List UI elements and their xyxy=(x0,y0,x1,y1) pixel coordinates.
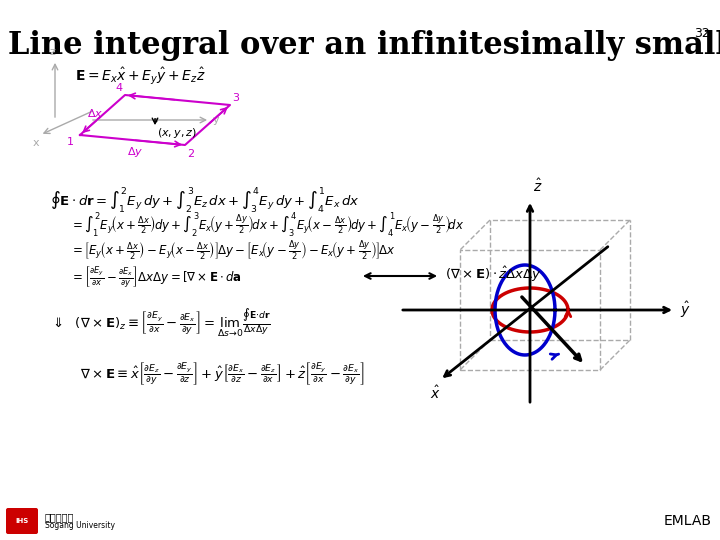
Text: 32: 32 xyxy=(694,27,710,40)
Text: $\hat{y}$: $\hat{y}$ xyxy=(680,300,690,320)
Text: EMLAB: EMLAB xyxy=(664,514,712,528)
Text: IHS: IHS xyxy=(15,518,29,524)
Text: 3: 3 xyxy=(232,93,239,103)
Text: $= \left[E_y\!\left(x+\frac{\Delta x}{2}\right) - E_y\!\left(x-\frac{\Delta x}{2: $= \left[E_y\!\left(x+\frac{\Delta x}{2}… xyxy=(70,238,395,262)
Text: $\nabla \times \mathbf{E} \equiv \hat{x}\left[\frac{\partial E_z}{\partial y} - : $\nabla \times \mathbf{E} \equiv \hat{x}… xyxy=(80,360,364,387)
Text: $= \int_1^2 E_y\!\left(x+\frac{\Delta x}{2}\right)\!dy + \int_2^3 E_x\!\left(y+\: $= \int_1^2 E_y\!\left(x+\frac{\Delta x}… xyxy=(70,210,464,239)
Text: z: z xyxy=(49,47,55,57)
Text: $\mathbf{E} = E_x\hat{x} + E_y\hat{y} + E_z\hat{z}$: $\mathbf{E} = E_x\hat{x} + E_y\hat{y} + … xyxy=(75,65,206,86)
Text: y: y xyxy=(213,115,220,125)
Text: x: x xyxy=(32,138,40,148)
Text: $(\nabla \times \mathbf{E}) \cdot \hat{z}\Delta x\Delta y$: $(\nabla \times \mathbf{E}) \cdot \hat{z… xyxy=(445,265,542,284)
Text: 2: 2 xyxy=(187,149,194,159)
Text: $\Delta x$: $\Delta x$ xyxy=(87,107,103,119)
Text: $\hat{x}$: $\hat{x}$ xyxy=(430,385,441,402)
Text: $(x,y,z)$: $(x,y,z)$ xyxy=(157,126,197,140)
Text: 1: 1 xyxy=(67,137,74,147)
Text: $\oint \mathbf{E} \cdot d\mathbf{r} = \int_1^2 E_y\,dy + \int_2^3 E_z\,dx + \int: $\oint \mathbf{E} \cdot d\mathbf{r} = \i… xyxy=(50,185,359,215)
FancyBboxPatch shape xyxy=(6,508,38,534)
Text: 4: 4 xyxy=(116,83,123,93)
Text: $\Delta y$: $\Delta y$ xyxy=(127,145,143,159)
Text: $\Downarrow \ \ (\nabla \times \mathbf{E})_z \equiv \left[\frac{\partial E_y}{\p: $\Downarrow \ \ (\nabla \times \mathbf{E… xyxy=(50,308,271,339)
Text: 서강대학교: 서강대학교 xyxy=(45,512,74,522)
Text: $= \left[\frac{\partial E_y}{\partial x} - \frac{\partial E_x}{\partial y}\right: $= \left[\frac{\partial E_y}{\partial x}… xyxy=(70,265,242,291)
Text: Sogang University: Sogang University xyxy=(45,521,115,530)
Text: $\hat{z}$: $\hat{z}$ xyxy=(533,178,543,195)
Text: Line integral over an infinitesimally small closed path: Line integral over an infinitesimally sm… xyxy=(8,30,720,61)
